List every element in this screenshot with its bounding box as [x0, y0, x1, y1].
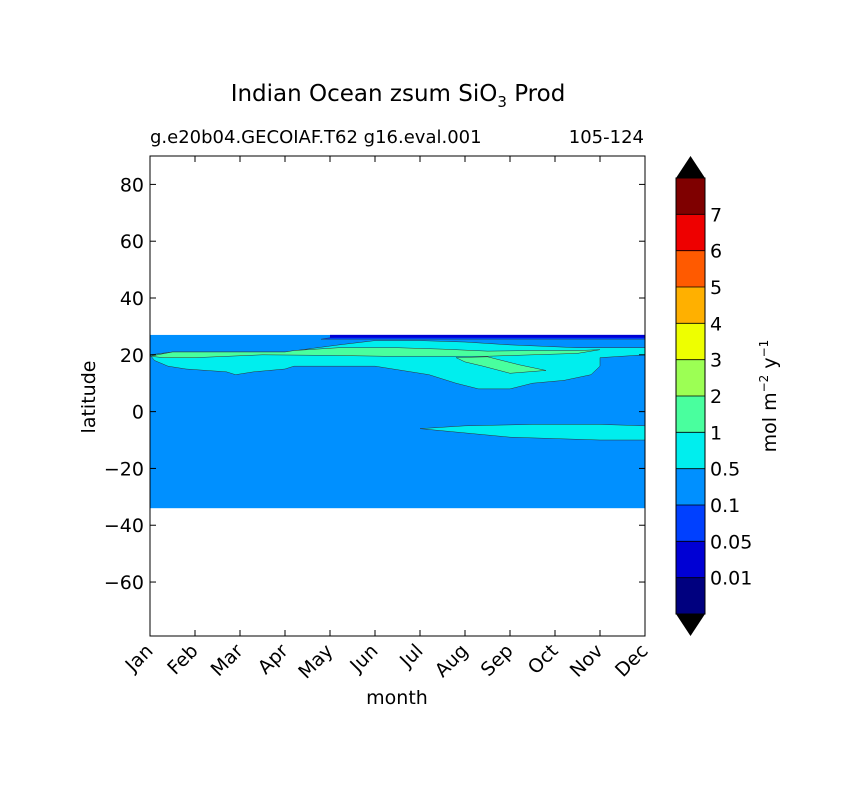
colorbar-swatch: [676, 505, 705, 542]
contour-region-0.5-south: [419, 424, 645, 441]
chart-title: Indian Ocean zsum SiO3 Prod: [231, 81, 566, 111]
x-tick-label: Feb: [163, 640, 202, 679]
colorbar-swatch: [676, 396, 705, 433]
y-tick-label: −20: [104, 458, 144, 480]
y-tick-label: 60: [120, 231, 144, 253]
y-axis-label: latitude: [78, 361, 100, 434]
colorbar-tick-label: 2: [710, 386, 722, 408]
chart-subtitle-left: g.e20b04.GECOIAF.T62 g16.eval.001: [150, 127, 482, 148]
y-tick-label: 0: [132, 402, 144, 424]
colorbar: 0.01 0.05 0.1 0.5 1 2 3 4 5 6 7: [675, 156, 752, 636]
y-tick-label: 20: [120, 345, 144, 367]
colorbar-tick-label: 0.5: [710, 459, 740, 481]
colorbar-tick-label: 4: [710, 313, 722, 335]
colorbar-swatch: [676, 359, 705, 396]
colorbar-label: mol m−2 y−1: [757, 340, 781, 453]
x-tick-label: Jan: [121, 640, 158, 677]
colorbar-tick-label: 6: [710, 241, 722, 263]
colorbar-swatch: [676, 541, 705, 578]
colorbar-tick-label: 7: [710, 204, 722, 226]
colorbar-swatch: [676, 577, 705, 614]
x-tick-label: Sep: [477, 640, 518, 681]
colorbar-swatch: [676, 178, 705, 215]
colorbar-swatch: [676, 287, 705, 324]
contour-field: [150, 334, 645, 509]
y-tick-label: 80: [120, 174, 144, 196]
plot-frame: [149, 155, 646, 637]
colorbar-tick-label: 0.01: [710, 568, 752, 590]
colorbar-tick-label: 0.1: [710, 495, 740, 517]
chart-subtitle-right: 105-124: [569, 127, 644, 148]
colorbar-extend-min: [676, 614, 705, 636]
x-tick-label: May: [294, 640, 337, 683]
y-tick-label: −60: [104, 572, 144, 594]
colorbar-tick-label: 1: [710, 422, 722, 444]
y-tick-label: −40: [104, 515, 144, 537]
y-axis: 80 60 40 20 0 −20 −40 −60: [104, 174, 645, 594]
contour-region-1-band: [150, 347, 601, 358]
x-tick-label: Nov: [566, 640, 608, 682]
x-tick-label: Apr: [254, 640, 293, 679]
colorbar-swatch: [676, 468, 705, 505]
colorbar-swatch: [676, 323, 705, 360]
colorbar-tick-label: 5: [710, 277, 722, 299]
x-tick-label: Aug: [431, 640, 473, 682]
x-tick-label: Dec: [611, 640, 653, 682]
colorbar-tick-label: 0.05: [710, 531, 752, 553]
x-tick-label: Oct: [524, 640, 563, 679]
x-tick-label: Mar: [207, 640, 248, 681]
y-tick-label: 40: [120, 288, 144, 310]
contour-region-1-patch: [455, 356, 547, 374]
x-axis-label: month: [366, 687, 428, 709]
colorbar-extend-max: [676, 156, 705, 178]
contour-region-0.01: [330, 334, 645, 338]
colorbar-tick-label: 3: [710, 350, 722, 372]
x-tick-label: Jul: [395, 640, 427, 672]
x-tick-label: Jun: [345, 640, 382, 677]
colorbar-swatch: [676, 214, 705, 251]
colorbar-swatch: [676, 432, 705, 469]
colorbar-swatch: [676, 250, 705, 287]
